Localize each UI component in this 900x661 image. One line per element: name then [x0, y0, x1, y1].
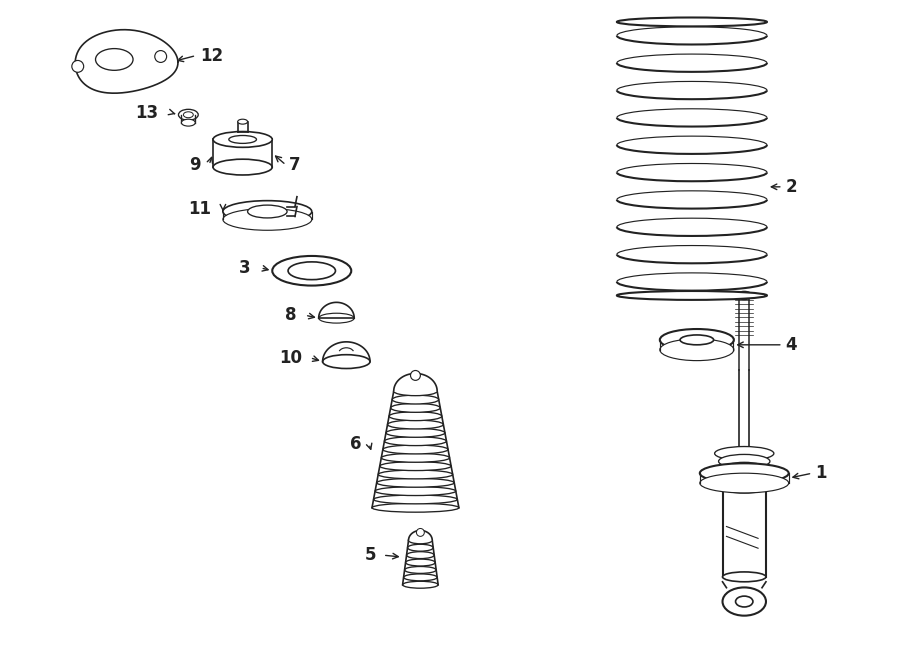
- Text: 5: 5: [364, 546, 376, 564]
- Text: 2: 2: [786, 178, 797, 196]
- Ellipse shape: [715, 447, 774, 460]
- Ellipse shape: [378, 470, 453, 479]
- Polygon shape: [723, 488, 766, 577]
- Ellipse shape: [700, 473, 788, 493]
- Ellipse shape: [382, 445, 448, 454]
- Polygon shape: [393, 373, 437, 391]
- Ellipse shape: [319, 313, 355, 323]
- Text: 13: 13: [136, 104, 158, 122]
- Ellipse shape: [384, 437, 446, 446]
- Ellipse shape: [723, 572, 766, 582]
- Ellipse shape: [409, 537, 432, 544]
- Polygon shape: [76, 30, 178, 93]
- Ellipse shape: [382, 453, 450, 462]
- Ellipse shape: [391, 403, 440, 412]
- Ellipse shape: [178, 109, 198, 120]
- Text: 4: 4: [786, 336, 797, 354]
- Ellipse shape: [273, 256, 351, 286]
- Ellipse shape: [229, 136, 256, 143]
- Ellipse shape: [389, 412, 442, 420]
- Text: 1: 1: [815, 464, 827, 482]
- Ellipse shape: [700, 463, 788, 483]
- Ellipse shape: [680, 335, 714, 345]
- Ellipse shape: [377, 479, 454, 487]
- Ellipse shape: [184, 112, 194, 118]
- Ellipse shape: [238, 119, 248, 124]
- Circle shape: [155, 51, 166, 62]
- Ellipse shape: [403, 574, 437, 581]
- Ellipse shape: [213, 159, 273, 175]
- Ellipse shape: [374, 495, 457, 504]
- Polygon shape: [319, 302, 355, 318]
- Ellipse shape: [723, 462, 766, 476]
- Ellipse shape: [660, 329, 733, 351]
- Ellipse shape: [616, 291, 767, 300]
- Ellipse shape: [392, 395, 438, 404]
- Ellipse shape: [407, 552, 434, 559]
- Ellipse shape: [388, 420, 444, 429]
- Ellipse shape: [393, 387, 437, 396]
- Ellipse shape: [380, 461, 451, 471]
- Ellipse shape: [405, 566, 436, 573]
- Circle shape: [410, 370, 420, 380]
- Ellipse shape: [288, 262, 336, 280]
- Ellipse shape: [213, 132, 273, 147]
- Ellipse shape: [660, 339, 733, 361]
- Text: 3: 3: [238, 259, 250, 277]
- Text: 7: 7: [289, 156, 301, 174]
- Ellipse shape: [223, 209, 311, 230]
- Text: 12: 12: [200, 46, 223, 65]
- Ellipse shape: [372, 503, 459, 512]
- Text: 6: 6: [349, 434, 361, 453]
- Polygon shape: [739, 369, 749, 458]
- Ellipse shape: [375, 486, 455, 496]
- Text: 8: 8: [285, 306, 297, 324]
- Ellipse shape: [223, 201, 311, 222]
- Polygon shape: [322, 342, 370, 362]
- Ellipse shape: [406, 559, 436, 566]
- Ellipse shape: [95, 49, 133, 70]
- Polygon shape: [409, 530, 432, 540]
- Ellipse shape: [386, 428, 445, 438]
- Ellipse shape: [248, 205, 287, 218]
- Ellipse shape: [322, 355, 370, 369]
- Text: 10: 10: [279, 348, 302, 367]
- Ellipse shape: [735, 596, 753, 607]
- Ellipse shape: [408, 544, 433, 551]
- Circle shape: [72, 60, 84, 72]
- Ellipse shape: [737, 292, 751, 299]
- Text: 11: 11: [188, 200, 212, 217]
- Ellipse shape: [182, 119, 195, 126]
- Ellipse shape: [723, 588, 766, 615]
- Ellipse shape: [616, 17, 767, 26]
- Ellipse shape: [402, 581, 438, 588]
- Ellipse shape: [723, 483, 766, 493]
- Ellipse shape: [718, 454, 770, 468]
- Text: 9: 9: [190, 156, 202, 174]
- Circle shape: [417, 529, 424, 536]
